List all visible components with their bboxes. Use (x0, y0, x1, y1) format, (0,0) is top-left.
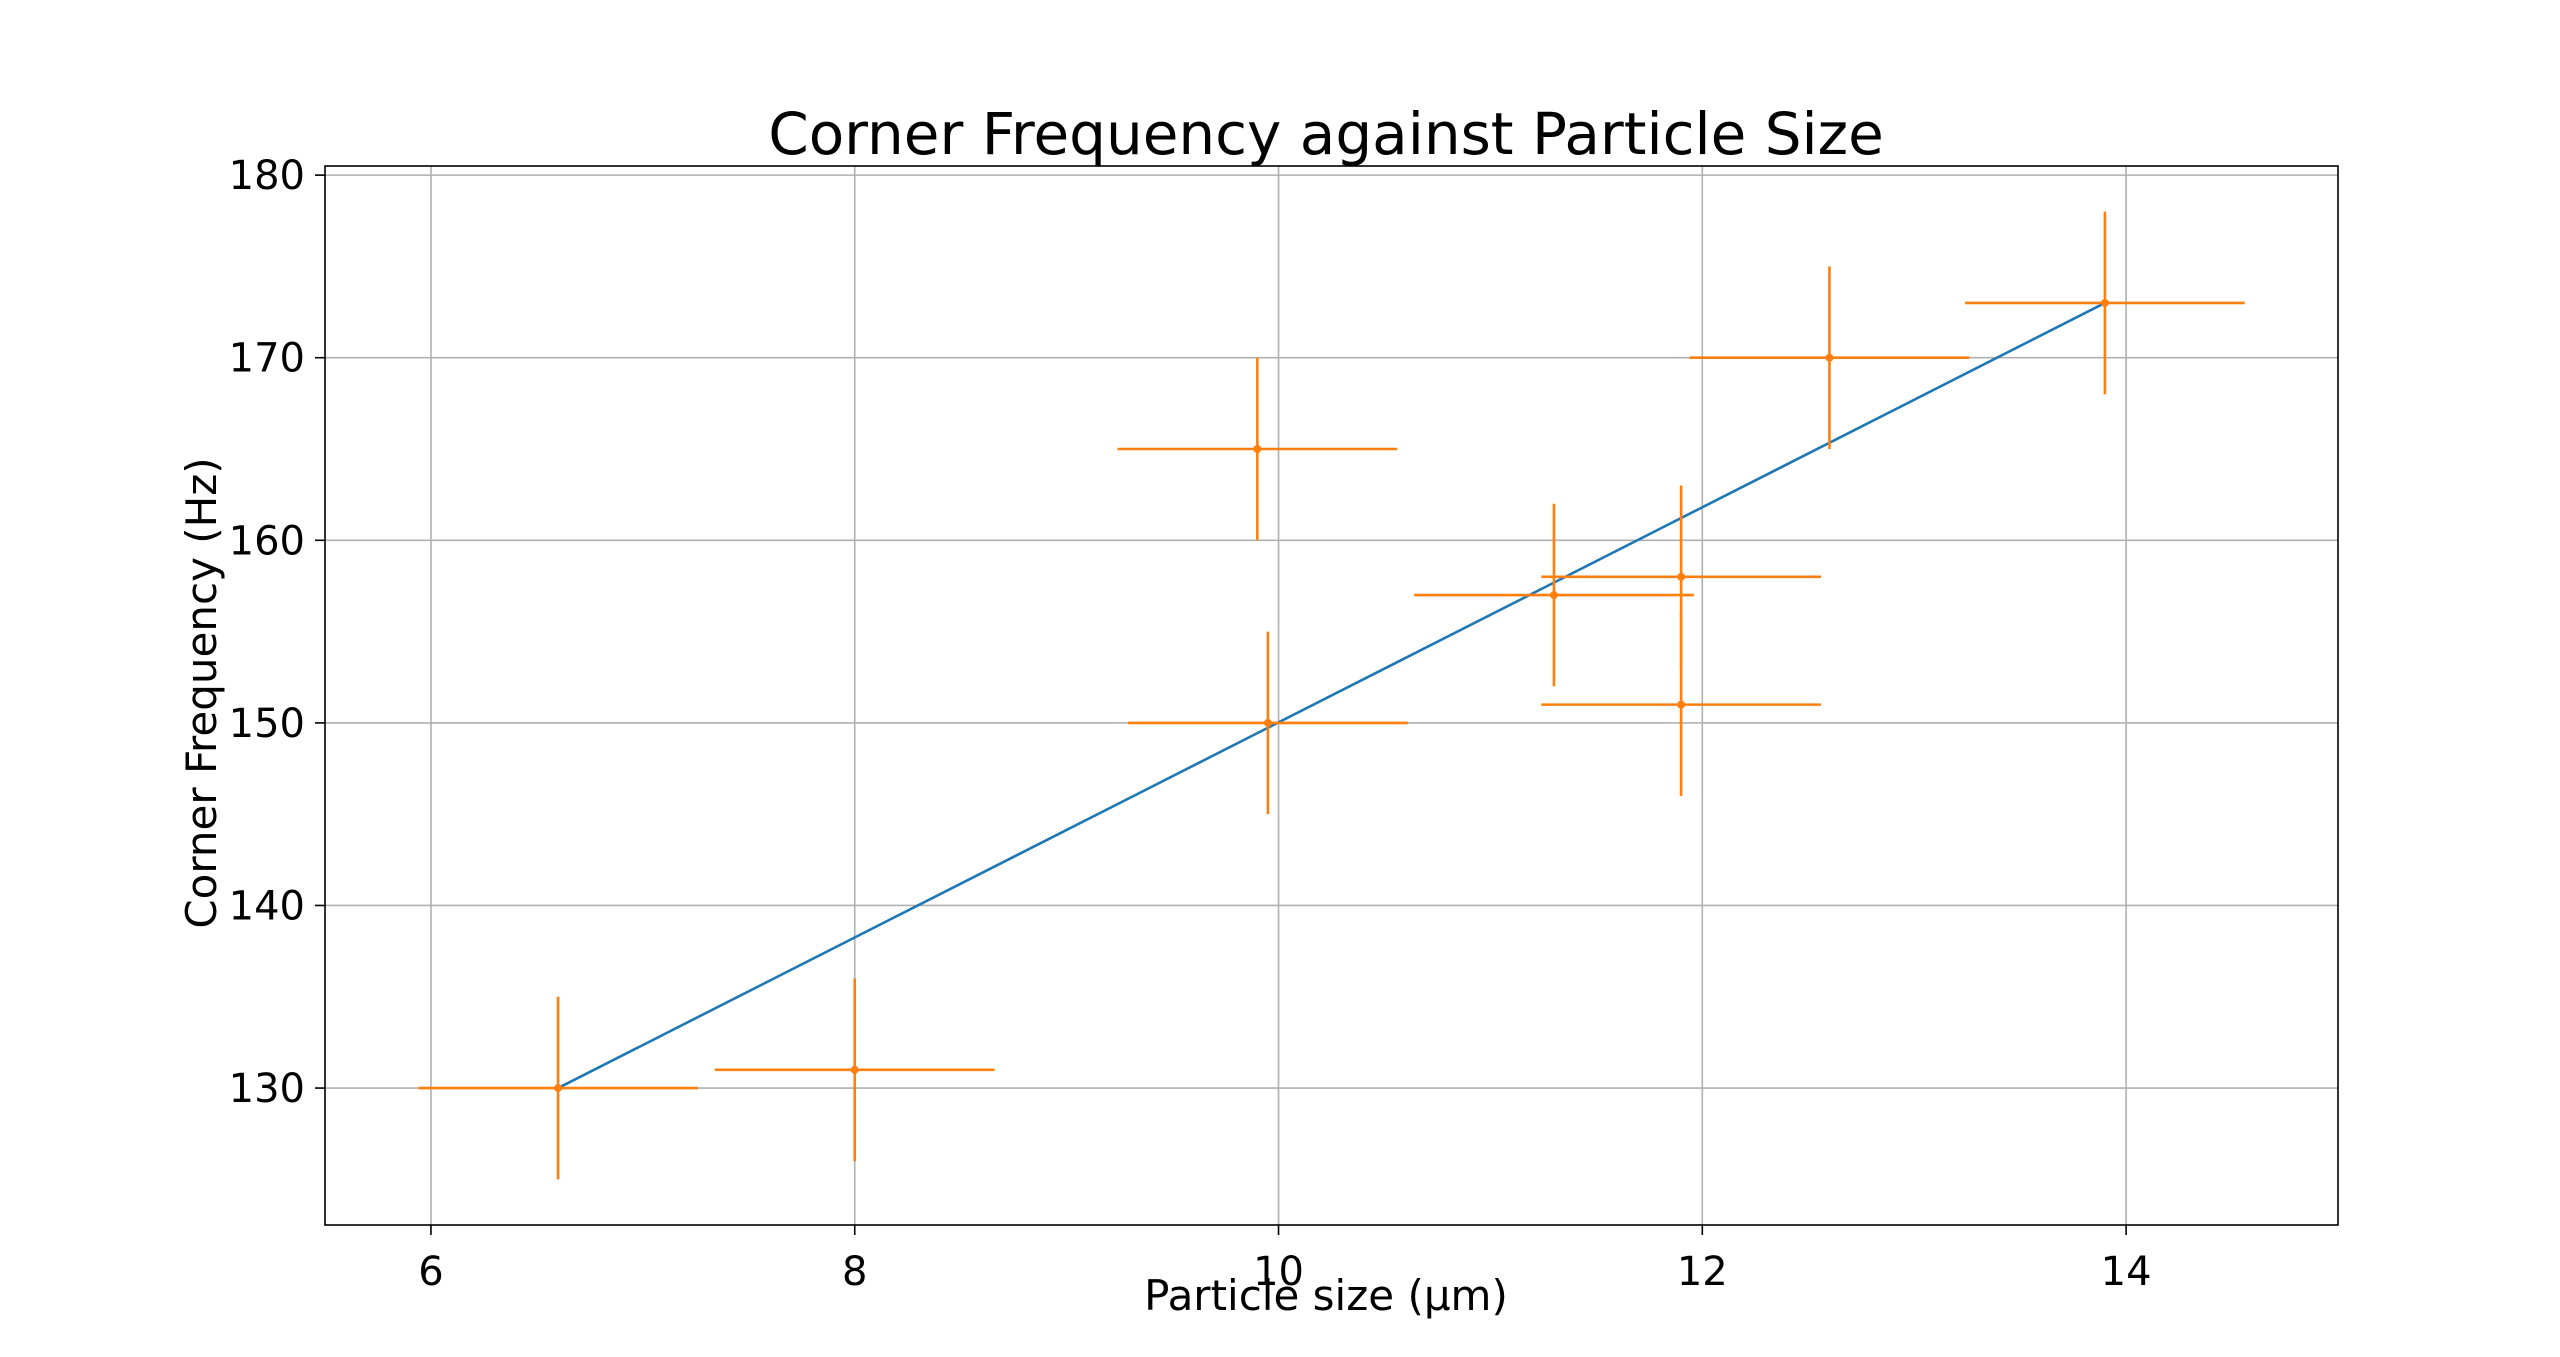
point-marker (850, 1065, 859, 1074)
point-marker (1825, 353, 1834, 362)
point-marker (1677, 572, 1686, 581)
ticks-layer: 6 8 10 12 14 130 140 150 160 170 180 (229, 153, 2152, 1295)
x-tick-label: 12 (1677, 1249, 1728, 1295)
data-points-layer (418, 211, 2245, 1180)
y-tick-label: 170 (229, 336, 305, 382)
chart-title: Corner Frequency against Particle Size (768, 100, 1884, 168)
y-tick-label: 180 (229, 153, 305, 199)
point-marker (1253, 445, 1262, 454)
data-point (1689, 266, 1970, 450)
x-tick-label: 10 (1253, 1249, 1304, 1295)
fit-line-layer (557, 301, 2106, 1090)
data-point (1117, 357, 1398, 541)
point-marker (1263, 718, 1272, 727)
y-tick-label: 130 (229, 1066, 305, 1112)
point-marker (2100, 298, 2109, 307)
fit-line (557, 301, 2106, 1090)
data-point (1541, 613, 1821, 796)
y-axis-label: Corner Frequency (Hz) (177, 457, 226, 928)
plot-frame (324, 165, 2339, 1226)
x-tick-label: 8 (842, 1249, 867, 1295)
data-point (418, 996, 698, 1180)
y-tick-label: 150 (229, 701, 305, 747)
point-marker (554, 1084, 563, 1093)
x-tick-label: 14 (2101, 1249, 2152, 1295)
y-tick-label: 160 (229, 518, 305, 564)
point-marker (1677, 700, 1686, 709)
data-point (714, 978, 995, 1162)
x-tick-label: 6 (418, 1249, 443, 1295)
data-point (1414, 503, 1694, 687)
point-marker (1549, 591, 1558, 600)
y-tick-label: 140 (229, 883, 305, 929)
data-point (1965, 211, 2245, 395)
data-point (1128, 631, 1408, 815)
x-axis-label: Particle size (μm) (1144, 1271, 1508, 1320)
